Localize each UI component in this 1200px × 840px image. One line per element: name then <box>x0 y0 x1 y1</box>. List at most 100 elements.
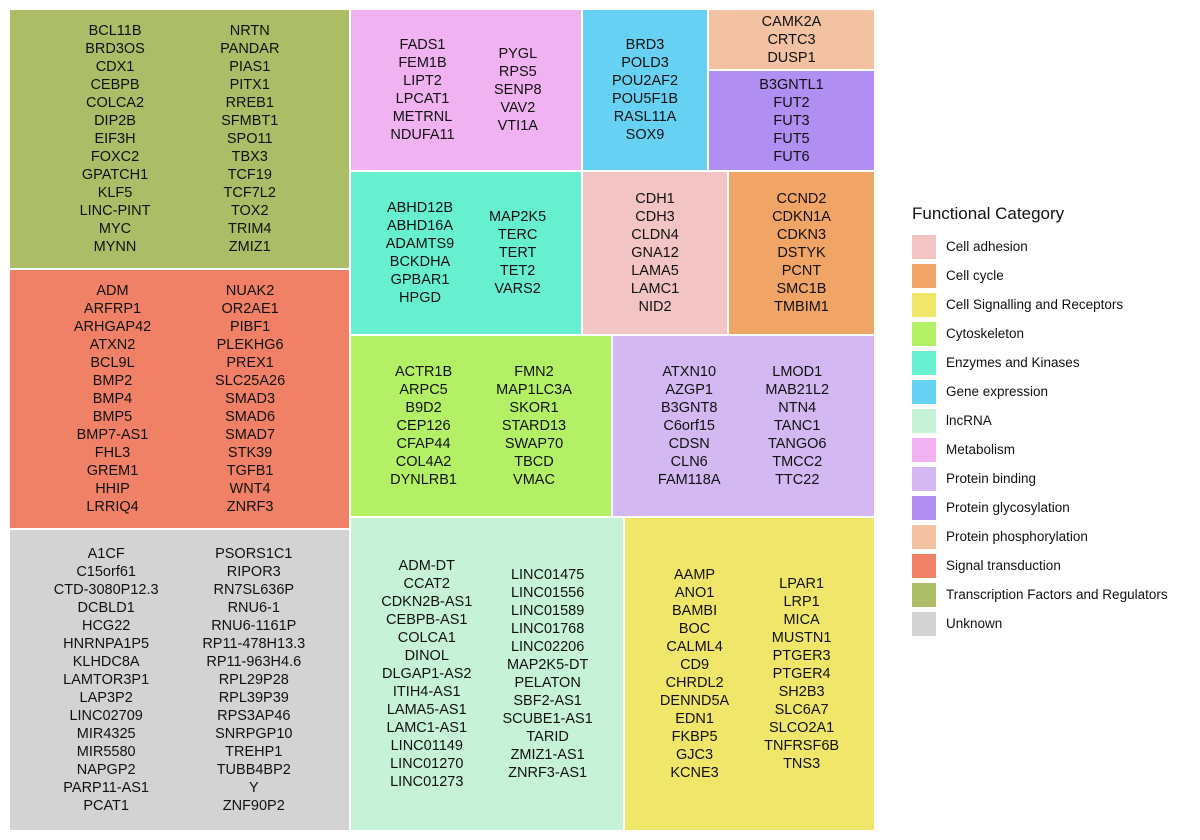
treemap-tile: BRD3 POLD3 POU2AF2 POU5F1B RASL11A SOX9 <box>582 9 708 171</box>
tile-columns: ADM ARFRP1 ARHGAP42 ATXN2 BCL9L BMP2 BMP4 BMP5 B… <box>10 270 349 528</box>
tile-columns: ADM-DT CCAT2 CDKN2B-AS1 CEBPB-AS1 COLCA1 DINO… <box>351 518 623 830</box>
gene-column: ADM ARFRP1 ARHGAP42 ATXN2 BCL9L BMP2 BMP4 BMP5 B… <box>74 282 151 516</box>
gene-label: GPBAR1 <box>390 272 450 288</box>
treemap-tile: ATXN10 AZGP1 B3GNT8 C6orf15 CDSN CLN6 FAM118A L… <box>612 335 875 517</box>
gene-label: PCAT1 <box>83 798 129 814</box>
gene-label: LINC01149 <box>390 738 463 754</box>
gene-column: ADM-DT CCAT2 CDKN2B-AS1 CEBPB-AS1 COLCA1 DINO… <box>381 557 472 791</box>
gene-label: FOXC2 <box>90 149 140 165</box>
gene-label: HHIP <box>95 481 130 497</box>
gene-label: SFMBT1 <box>221 113 279 129</box>
gene-label: PIBF1 <box>229 319 271 335</box>
gene-label: LINC01768 <box>510 621 585 637</box>
gene-label: HCG22 <box>81 618 131 634</box>
legend-label: lncRNA <box>946 413 992 428</box>
gene-label: B3GNTL1 <box>759 76 824 93</box>
gene-label: RPS3AP46 <box>217 708 291 724</box>
legend-item: Unknown <box>912 609 1168 638</box>
gene-label: ATXN2 <box>89 337 136 353</box>
gene-label: A1CF <box>87 546 125 562</box>
legend-swatch <box>912 611 936 636</box>
legend-label: Cell adhesion <box>946 239 1028 254</box>
gene-label: BRD3 <box>625 37 665 53</box>
gene-label: ABHD12B <box>386 200 454 216</box>
treemap-tile: CDH1 CDH3 CLDN4 GNA12 LAMA5 LAMC1 NID2 <box>582 171 728 335</box>
gene-label: ADAMTS9 <box>385 236 455 252</box>
gene-label: SPO11 <box>226 131 273 147</box>
gene-label: FUT2 <box>773 94 810 111</box>
gene-label: BMP5 <box>92 409 133 425</box>
gene-label: HNRNPA1P5 <box>63 636 150 652</box>
gene-label: TGFB1 <box>226 463 274 479</box>
gene-label: CDKN2B-AS1 <box>381 594 473 610</box>
treemap-tile: CCND2 CDKN1A CDKN3 DSTYK PCNT SMC1B TMBIM1 <box>728 171 875 335</box>
gene-label: B3GNT8 <box>660 400 718 416</box>
gene-label: TERT <box>498 245 537 261</box>
gene-label: MYNN <box>93 239 137 255</box>
gene-label: MAB21L2 <box>765 382 830 398</box>
tile-columns: BCL11B BRD3OS CDX1 CEBPB COLCA2 DIP2B EIF3H FOX… <box>10 10 349 268</box>
gene-label: DYNLRB1 <box>390 472 457 488</box>
gene-label: WNT4 <box>229 481 271 497</box>
gene-label: KCNE3 <box>670 765 719 781</box>
gene-label: NAPGP2 <box>76 762 136 778</box>
gene-label: FKBP5 <box>671 729 718 745</box>
gene-label: KLF5 <box>97 185 133 201</box>
gene-label: FUT5 <box>773 130 810 147</box>
gene-label: LAP3P2 <box>79 690 133 706</box>
gene-label: FAM118A <box>657 472 721 488</box>
legend-swatch <box>912 379 936 404</box>
gene-label: LPCAT1 <box>395 91 450 107</box>
gene-label: LINC02709 <box>69 708 143 724</box>
gene-label: DENND5A <box>659 693 730 709</box>
gene-label: ZNRF3 <box>226 499 274 515</box>
gene-label: CEBPB <box>90 77 140 93</box>
gene-label: LMOD1 <box>772 364 823 380</box>
gene-label: DINOL <box>404 648 449 664</box>
legend-swatch <box>912 582 936 607</box>
gene-label: ACTR1B <box>394 364 453 380</box>
gene-label: LRRIQ4 <box>86 499 139 515</box>
gene-label: FUT6 <box>773 148 810 165</box>
gene-label: ATXN10 <box>662 364 717 380</box>
gene-label: SLC6A7 <box>774 702 829 718</box>
gene-column: B3GNTL1 FUT2 FUT3 FUT5 FUT6 <box>759 76 823 166</box>
gene-column: ACTR1B ARPC5 B9D2 CEP126 CFAP44 COL4A2 DYNLRB1 <box>390 363 457 489</box>
tile-columns: FADS1 FEM1B LIPT2 LPCAT1 METRNL NDUFA11 PYGL RP… <box>351 10 581 170</box>
gene-label: TET2 <box>499 263 536 279</box>
legend-label: Cell cycle <box>946 268 1004 283</box>
treemap-tile: CAMK2A CRTC3 DUSP1 <box>708 9 875 70</box>
gene-label: CRTC3 <box>767 31 816 48</box>
gene-label: TMBIM1 <box>774 299 829 315</box>
gene-label: PELATON <box>514 675 581 691</box>
gene-label: CEBPB-AS1 <box>386 612 468 628</box>
gene-label: PARP11-AS1 <box>63 780 149 796</box>
gene-label: CDSN <box>668 436 710 452</box>
tile-columns: AAMP ANO1 BAMBI BOC CALML4 CD9 CHRDL2 DENND5A ED… <box>625 518 874 830</box>
gene-label: TCF19 <box>227 167 272 183</box>
gene-label: LINC01273 <box>390 774 464 790</box>
gene-label: MIR5580 <box>76 744 136 760</box>
gene-column: BRD3 POLD3 POU2AF2 POU5F1B RASL11A SOX9 <box>612 36 678 144</box>
gene-label: SH2B3 <box>778 684 825 700</box>
gene-label: COL4A2 <box>395 454 452 470</box>
gene-label: LAMC1 <box>630 281 680 297</box>
gene-label: VARS2 <box>494 281 541 297</box>
legend-item: Signal transduction <box>912 551 1168 580</box>
gene-column: MAP2K5 TERC TERT TET2 VARS2 <box>489 208 546 298</box>
gene-label: BCL11B <box>88 23 142 39</box>
gene-label: LAMA5 <box>631 263 679 279</box>
gene-label: CEP126 <box>396 418 451 434</box>
gene-label: SKOR1 <box>509 400 559 416</box>
gene-label: BMP7-AS1 <box>76 427 149 443</box>
gene-label: BMP4 <box>92 391 133 407</box>
gene-column: FMN2 MAP1LC3A SKOR1 STARD13 SWAP70 TBCD VMAC <box>496 363 572 489</box>
gene-label: PREX1 <box>226 355 274 371</box>
gene-column: CDH1 CDH3 CLDN4 GNA12 LAMA5 LAMC1 NID2 <box>631 190 679 316</box>
gene-label: LINC01270 <box>390 756 464 772</box>
gene-label: RNU6-1 <box>227 600 280 616</box>
legend-label: Enzymes and Kinases <box>946 355 1080 370</box>
tile-columns: BRD3 POLD3 POU2AF2 POU5F1B RASL11A SOX9 <box>583 10 707 170</box>
gene-label: CAMK2A <box>761 13 822 30</box>
